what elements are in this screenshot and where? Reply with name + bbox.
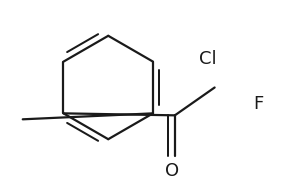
Text: F: F [254, 95, 264, 113]
Text: O: O [165, 162, 179, 180]
Text: Cl: Cl [199, 50, 217, 68]
